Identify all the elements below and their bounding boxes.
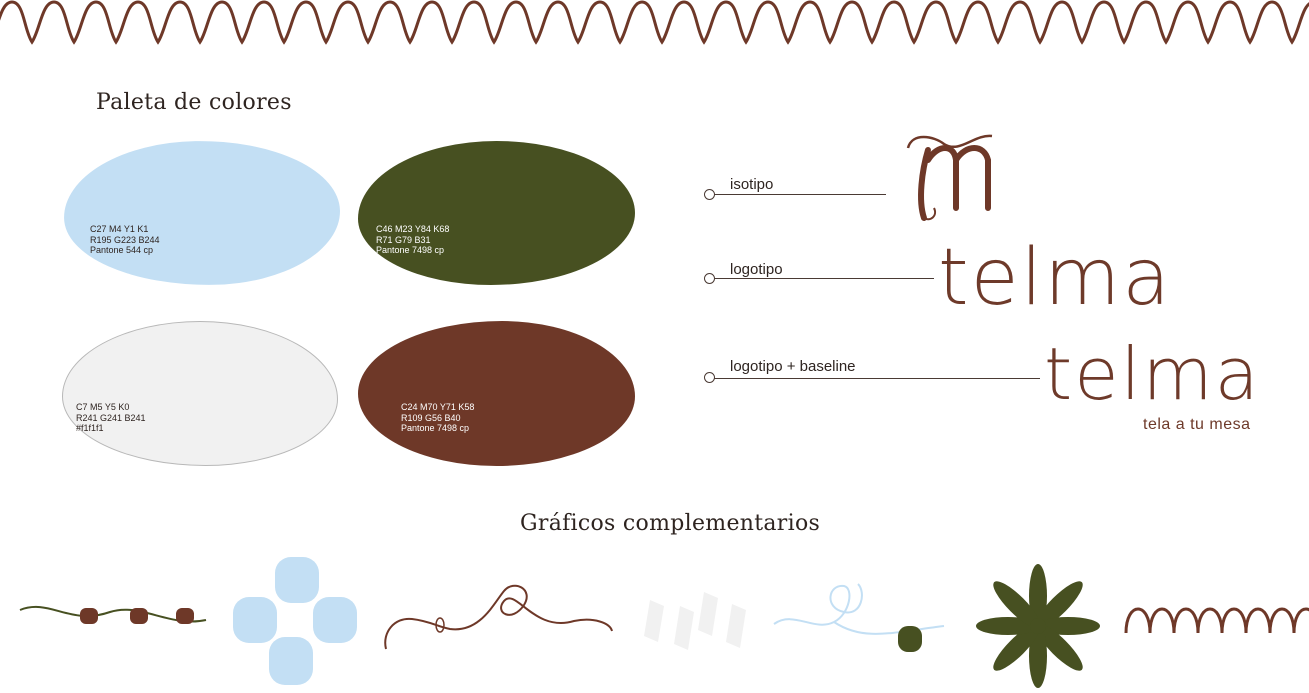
logotipo-label: logotipo	[730, 261, 783, 278]
graphics-title: Gráficos complementarios	[520, 511, 821, 536]
isotipo-monogram	[906, 134, 993, 221]
palette-title: Paleta de colores	[96, 90, 292, 115]
isotipo-label: isotipo	[730, 176, 774, 193]
top-loop-border	[0, 0, 1309, 45]
gray-diamonds-graphic	[644, 592, 746, 650]
swatch-green	[358, 141, 635, 285]
brown-arches-graphic	[1124, 607, 1309, 634]
swatch-light-blue-info: C27 M4 Y1 K1 R195 G223 B244 Pantone 544 …	[90, 224, 160, 255]
baseline-tagline: tela a tu mesa	[1143, 416, 1251, 433]
blue-swirl-with-dot-graphic	[773, 583, 945, 652]
swatch-brown-info: C24 M70 Y71 K58 R109 G56 B40 Pantone 749…	[401, 402, 475, 433]
swatch-light-gray-info: C7 M5 Y5 K0 R241 G241 B241 #f1f1f1	[76, 402, 146, 433]
swatch-light-gray	[62, 321, 338, 466]
logotipo-baseline-label: logotipo + baseline	[730, 358, 856, 375]
swatch-light-blue	[62, 138, 342, 288]
isotipo-line	[714, 194, 886, 195]
logotipo-baseline-line	[714, 378, 1040, 379]
swatch-brown	[358, 321, 635, 466]
wave-with-beads-graphic	[19, 605, 207, 624]
brown-swirl-thread-graphic	[384, 584, 613, 650]
logotipo-baseline-wordmark: telma	[1044, 332, 1261, 416]
logotipo-wordmark: telma	[938, 233, 1173, 323]
four-petal-blue-graphic	[233, 557, 357, 685]
green-flower-graphic	[976, 564, 1100, 688]
logotipo-line	[714, 278, 934, 279]
swatch-green-info: C46 M23 Y84 K68 R71 G79 B31 Pantone 7498…	[376, 224, 450, 255]
logotipo-baseline-dot	[704, 372, 715, 383]
